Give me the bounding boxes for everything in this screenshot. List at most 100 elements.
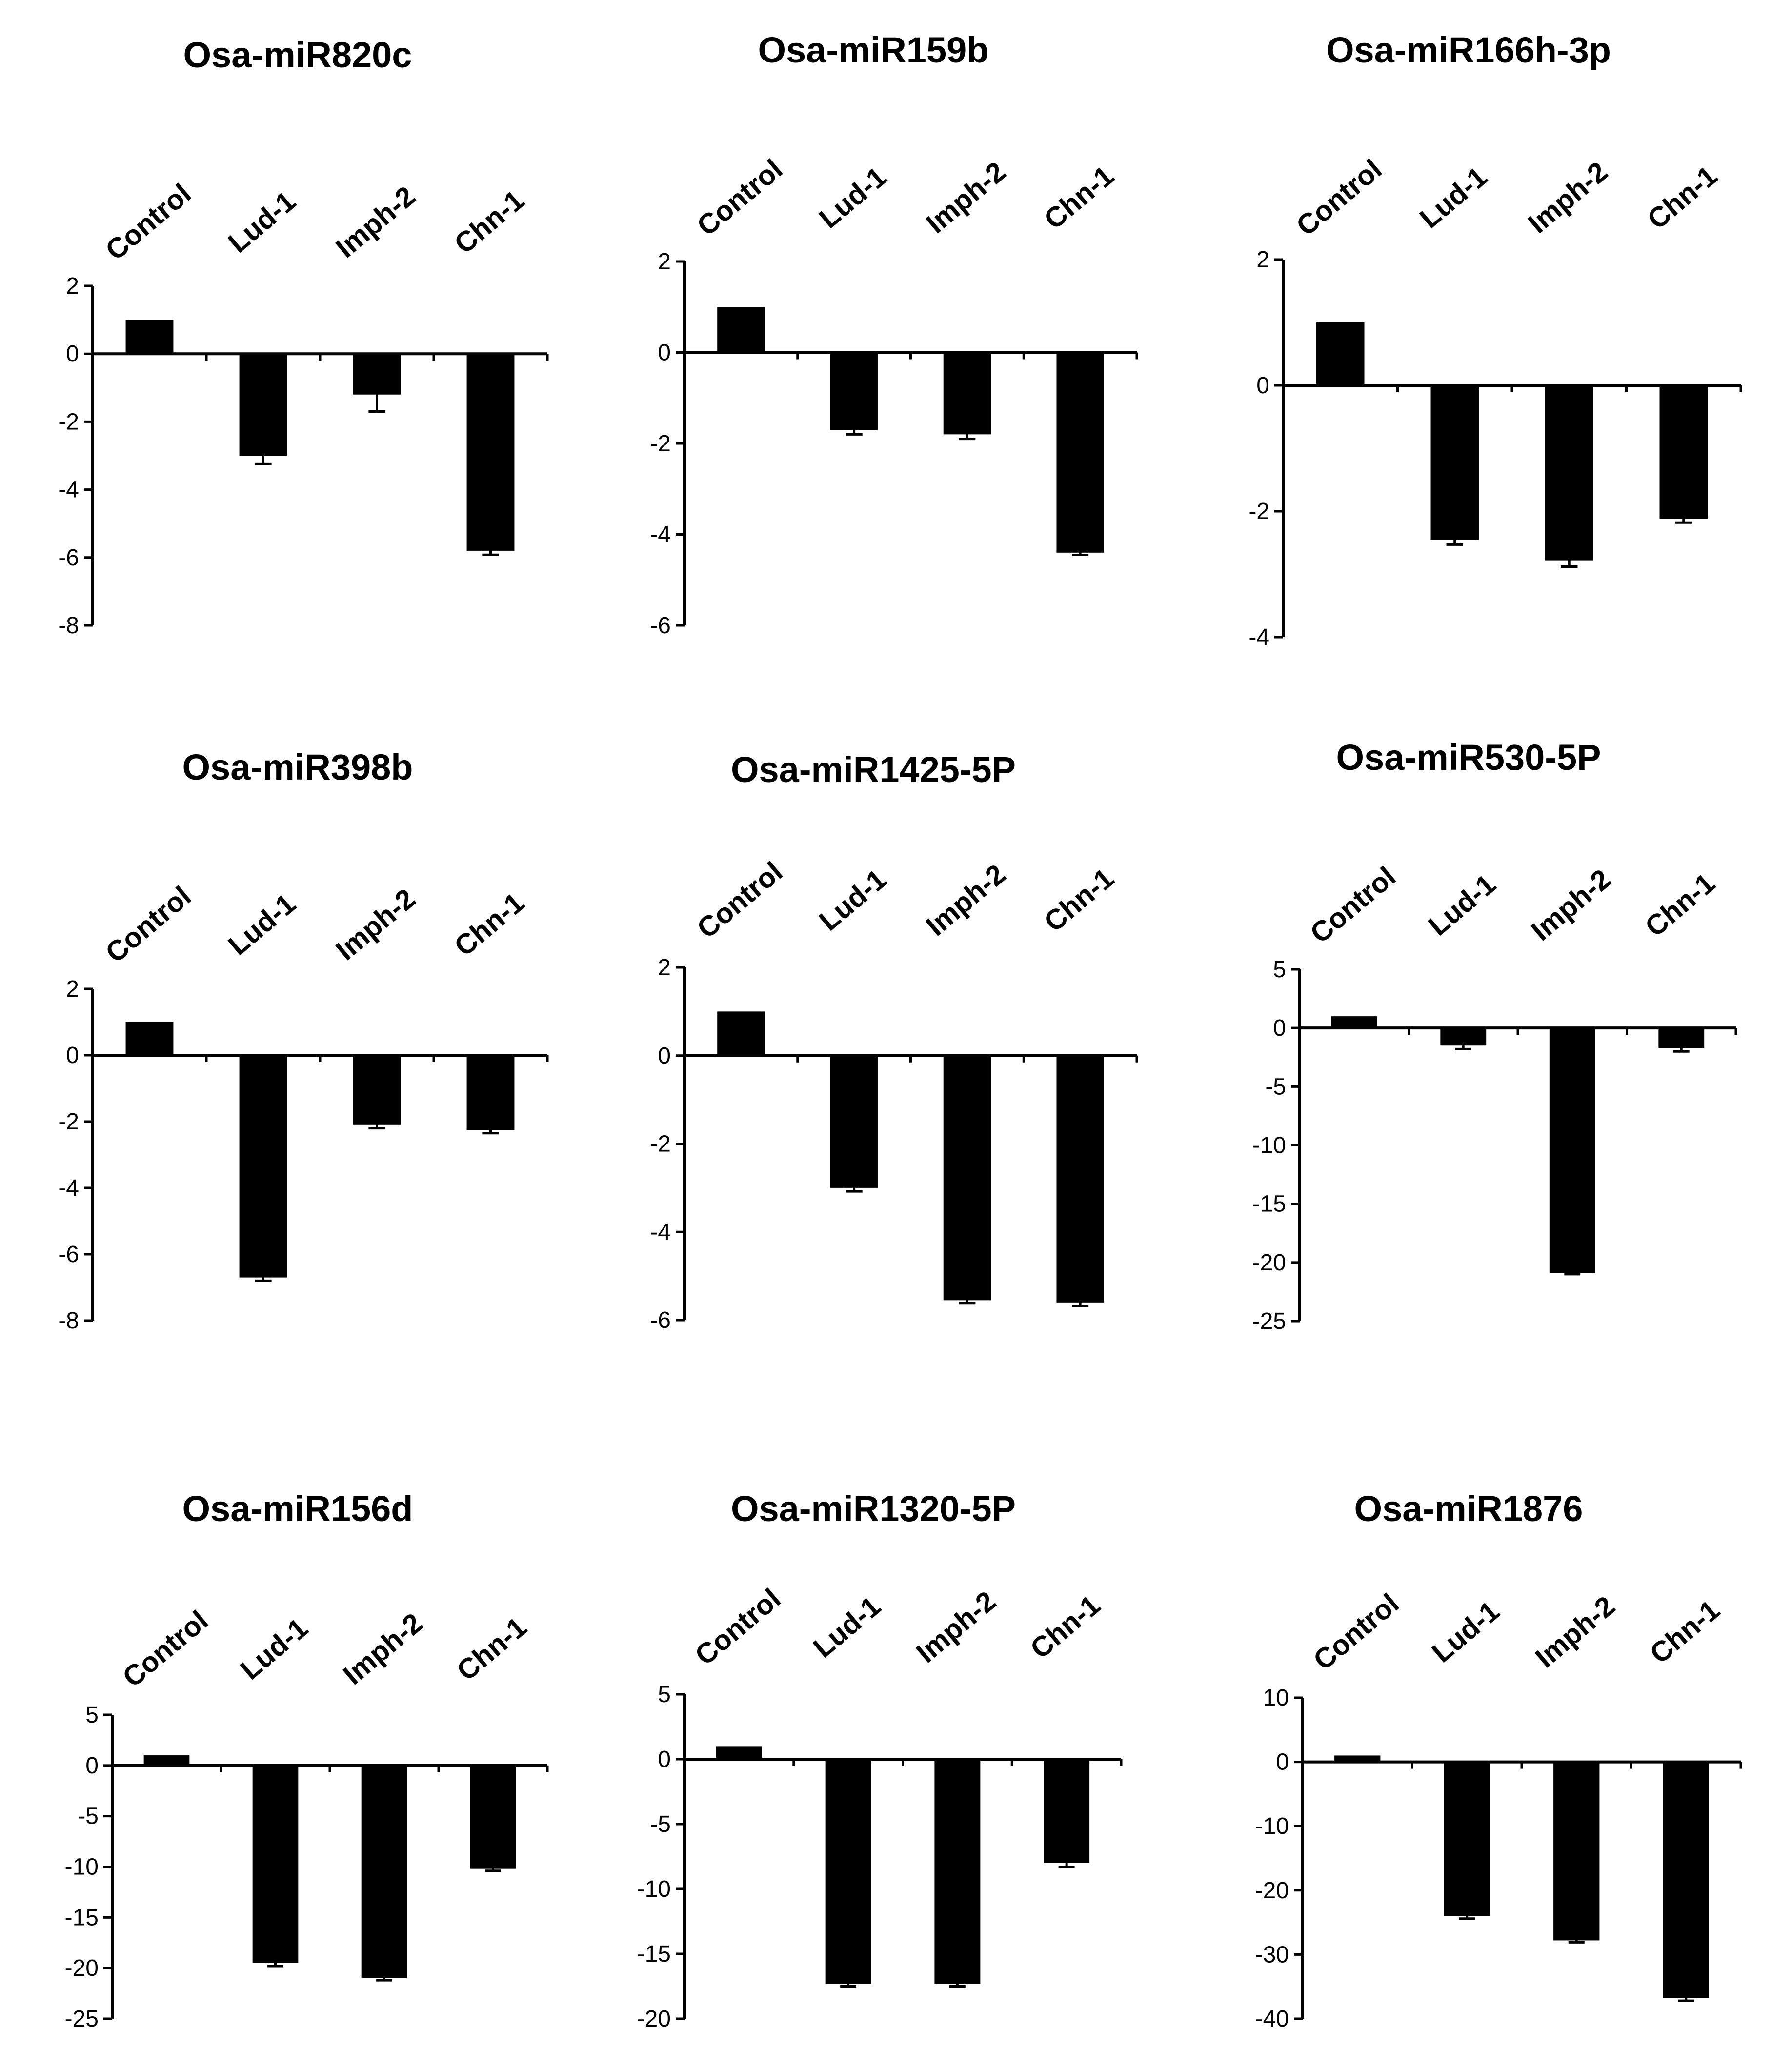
chart-title: Osa-miR530-5P (1336, 737, 1601, 778)
category-label-lud-1: Lud-1 (1426, 1595, 1506, 1668)
bar-imph-2 (1545, 385, 1593, 561)
y-tick-label: -4 (650, 1219, 671, 1245)
bar-lud-1 (1444, 1762, 1490, 1916)
bar-control (125, 1022, 174, 1055)
bar-imph-2 (943, 1055, 991, 1301)
error-bar-lud-1 (846, 1183, 863, 1193)
error-bar-imph-2 (1561, 553, 1578, 568)
error-bar-chn-1 (1072, 549, 1089, 556)
y-tick-label: 5 (1273, 957, 1286, 983)
y-tick-label: -40 (1255, 2006, 1289, 2032)
bar-control (717, 1011, 765, 1056)
error-bar-imph-2 (368, 1120, 385, 1130)
bar-lud-1 (239, 1055, 287, 1278)
y-tick-label: -4 (58, 477, 79, 503)
category-label-control: Control (1308, 1587, 1405, 1676)
error-bar-imph-2 (959, 428, 976, 441)
error-bar-chn-1 (485, 1866, 501, 1872)
bar-chn-1 (466, 1055, 515, 1130)
y-tick-label: 0 (1273, 1015, 1286, 1041)
y-tick-label: 0 (1276, 1749, 1289, 1775)
y-tick-label: -20 (1255, 1878, 1289, 1904)
y-tick-label: 2 (658, 955, 671, 981)
error-bar-lud-1 (1455, 1041, 1471, 1050)
chart-title: Osa-miR1425-5P (730, 749, 1016, 790)
bar-imph-2 (361, 1765, 407, 1978)
error-bar-lud-1 (267, 1959, 283, 1968)
y-tick-label: -10 (1252, 1133, 1286, 1159)
chart-title: Osa-miR159b (758, 30, 989, 70)
error-bar-chn-1 (1058, 1858, 1075, 1868)
y-tick-label: -25 (65, 2006, 99, 2032)
y-tick-label: -20 (65, 1955, 99, 1981)
y-tick-label: -30 (1255, 1942, 1289, 1968)
bar-chn-1 (1659, 385, 1708, 519)
bar-imph-2 (353, 1055, 401, 1125)
y-tick-label: 2 (66, 273, 79, 299)
bar-chn-1 (1056, 352, 1104, 553)
bar-control (717, 307, 765, 353)
y-tick-label: -15 (1252, 1191, 1286, 1217)
bar-chn-1 (470, 1765, 516, 1869)
error-bar-chn-1 (1072, 1298, 1089, 1307)
error-bar-chn-1 (482, 545, 499, 556)
y-tick-label: -2 (650, 1131, 671, 1157)
bar-lud-1 (239, 354, 287, 456)
y-tick-label: 0 (658, 340, 671, 366)
error-bar-imph-2 (376, 1975, 392, 1982)
error-bar-imph-2 (368, 376, 385, 413)
y-tick-label: 0 (1256, 373, 1269, 399)
y-tick-label: -25 (1252, 1308, 1286, 1334)
y-tick-label: 0 (658, 1043, 671, 1069)
y-tick-label: -6 (650, 613, 671, 639)
y-tick-label: -6 (650, 1307, 671, 1333)
y-tick-label: -6 (58, 1242, 79, 1267)
error-bar-imph-2 (949, 1980, 966, 1988)
error-bar-chn-1 (1678, 1994, 1694, 2002)
y-tick-label: -6 (58, 545, 79, 571)
chart-title: Osa-miR156d (182, 1488, 413, 1529)
y-tick-label: -10 (1255, 1813, 1289, 1839)
y-tick-label: 0 (85, 1753, 99, 1779)
bar-imph-2 (934, 1759, 981, 1984)
y-tick-label: -15 (65, 1905, 99, 1930)
bar-imph-2 (1549, 1028, 1595, 1273)
bar-chn-1 (1044, 1759, 1090, 1863)
bar-control (716, 1746, 762, 1759)
y-tick-label: -5 (1265, 1074, 1286, 1100)
error-bar-imph-2 (1564, 1270, 1581, 1276)
y-tick-label: 2 (66, 976, 79, 1002)
bar-control (125, 320, 174, 354)
y-tick-label: -8 (58, 1308, 79, 1334)
bar-imph-2 (1553, 1762, 1600, 1941)
y-tick-label: 2 (1256, 247, 1269, 273)
y-tick-label: -2 (1248, 499, 1269, 524)
error-bar-chn-1 (1675, 514, 1692, 524)
y-tick-label: 10 (1263, 1685, 1289, 1711)
y-tick-label: -2 (650, 431, 671, 457)
bar-lud-1 (825, 1759, 871, 1984)
bar-control (1331, 1016, 1377, 1028)
bar-lud-1 (252, 1765, 299, 1963)
chart-title: Osa-miR166h-3p (1326, 30, 1611, 70)
bar-lud-1 (830, 1055, 878, 1188)
error-bar-lud-1 (255, 446, 272, 465)
y-tick-label: -5 (78, 1804, 99, 1829)
bar-chn-1 (1056, 1055, 1104, 1303)
y-tick-label: -2 (58, 1109, 79, 1135)
error-bar-lud-1 (840, 1980, 857, 1988)
category-label-chn-1: Chn-1 (1644, 1594, 1726, 1669)
error-bar-lud-1 (1446, 533, 1463, 546)
error-bar-imph-2 (1568, 1937, 1585, 1944)
y-tick-label: 2 (658, 249, 671, 275)
y-tick-label: -10 (637, 1876, 671, 1902)
chart-title: Osa-miR398b (182, 747, 413, 787)
